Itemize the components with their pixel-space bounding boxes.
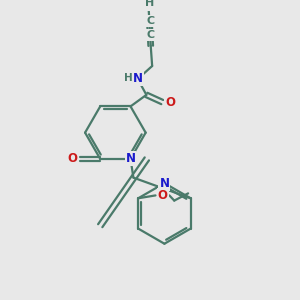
Text: N: N: [133, 73, 143, 85]
Text: O: O: [165, 96, 175, 109]
Text: H: H: [124, 73, 133, 82]
Text: H: H: [145, 0, 154, 8]
Text: C: C: [147, 30, 155, 40]
Text: N: N: [159, 177, 170, 190]
Text: N: N: [125, 152, 136, 165]
Text: O: O: [158, 189, 168, 202]
Text: O: O: [67, 152, 77, 165]
Text: C: C: [146, 16, 154, 26]
